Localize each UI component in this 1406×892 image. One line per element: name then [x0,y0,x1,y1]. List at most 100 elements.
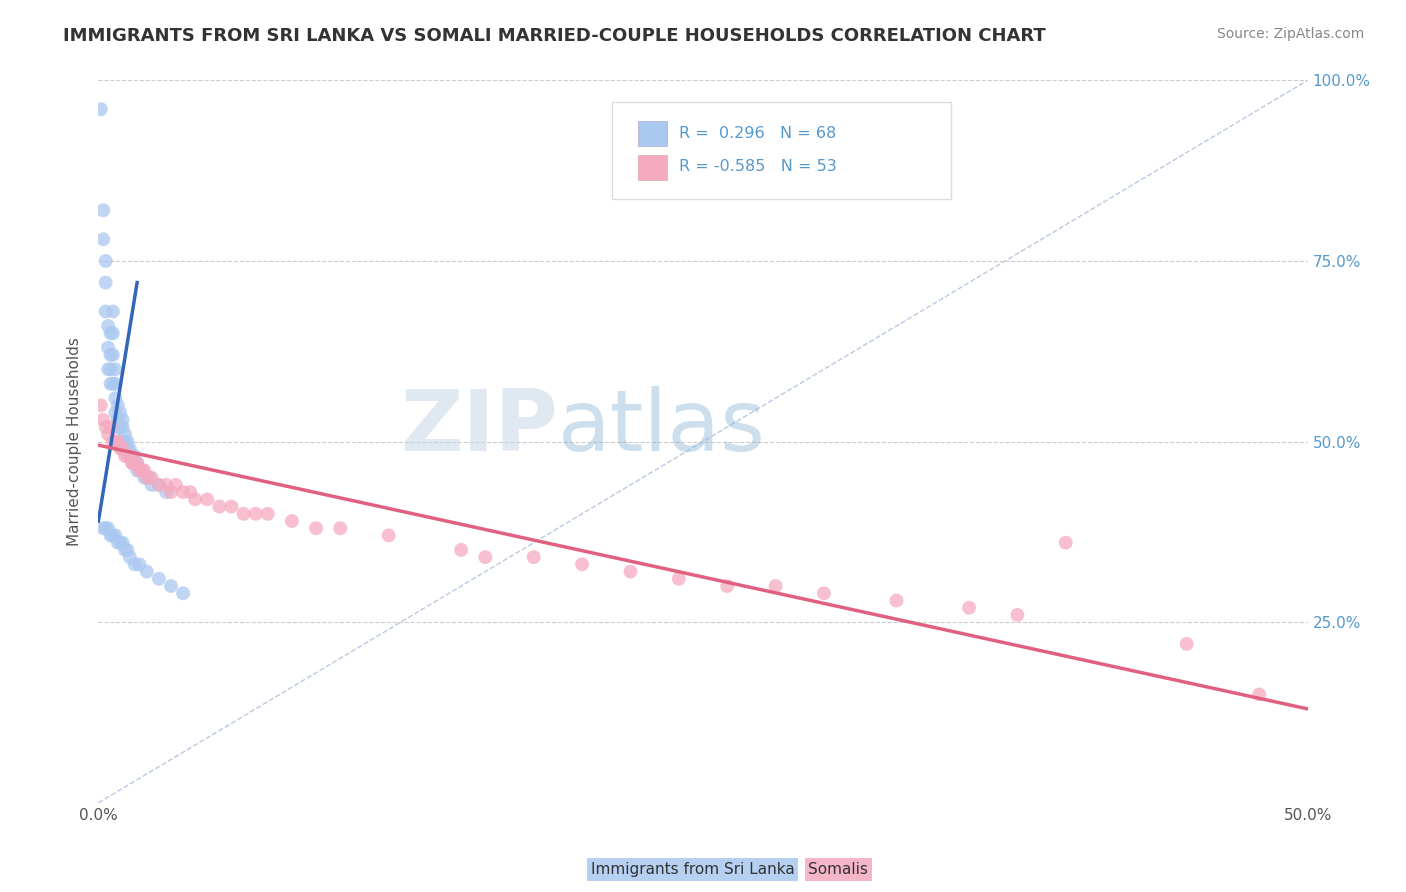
Point [245,507,267,521]
Point [127,456,149,470]
Point [329,521,352,535]
Text: Immigrants from Sri Lanka: Immigrants from Sri Lanka [591,863,794,877]
Point [97,341,120,355]
Point [100,528,122,542]
Point [104,391,127,405]
Text: R = -0.585   N = 53: R = -0.585 N = 53 [679,160,837,175]
Point [1249,687,1271,701]
Point [111,434,134,449]
Point [124,456,146,470]
Point [100,376,122,391]
Point [668,572,690,586]
Point [121,456,143,470]
Point [114,542,136,557]
Point [101,348,124,362]
Point [94,420,117,434]
Point [101,376,124,391]
Point [160,485,183,500]
Point [118,442,141,456]
Point [117,434,139,449]
Point [377,528,399,542]
Point [104,376,127,391]
Point [108,420,131,434]
Point [172,485,194,500]
Point [108,442,131,456]
Point [221,500,243,514]
Point [117,449,139,463]
Point [141,478,163,492]
Point [107,535,129,549]
Point [94,304,117,318]
Point [111,420,134,434]
Point [97,521,120,535]
Point [91,203,114,218]
Point [135,470,157,484]
Point [100,348,122,362]
Point [281,514,304,528]
Point [101,326,124,340]
Point [91,521,114,535]
Point [108,406,131,420]
Point [208,500,231,514]
Point [94,253,117,268]
Point [111,442,134,456]
Point [90,398,112,412]
Point [97,362,120,376]
Point [118,449,141,463]
Point [118,449,141,463]
Point [107,420,129,434]
Point [195,492,218,507]
Point [97,427,120,442]
Point [124,456,146,470]
Point [128,558,150,572]
Point [148,478,170,492]
Text: IMMIGRANTS FROM SRI LANKA VS SOMALI MARRIED-COUPLE HOUSEHOLDS CORRELATION CHART: IMMIGRANTS FROM SRI LANKA VS SOMALI MARR… [63,27,1046,45]
Y-axis label: Married-couple Households: Married-couple Households [67,337,83,546]
Point [1175,637,1198,651]
Point [117,542,139,557]
Point [148,572,170,586]
Point [104,406,127,420]
Point [134,463,156,477]
Point [184,492,207,507]
Point [127,463,149,477]
Point [128,463,150,477]
Point [160,579,183,593]
Point [107,434,129,449]
Point [474,550,496,565]
Point [450,542,472,557]
Point [172,586,194,600]
Point [117,442,139,456]
Point [124,558,146,572]
Text: Somalis: Somalis [808,863,869,877]
Point [114,434,136,449]
Point [108,535,131,549]
Point [100,420,122,434]
Point [148,478,170,492]
Text: atlas: atlas [558,385,766,468]
Point [305,521,328,535]
Point [91,232,114,246]
Point [135,565,157,579]
Point [101,434,124,449]
Point [121,449,143,463]
Point [131,463,153,477]
FancyBboxPatch shape [638,120,666,146]
Point [138,470,160,484]
Point [100,362,122,376]
FancyBboxPatch shape [613,102,950,200]
Point [101,528,124,542]
Point [256,507,278,521]
Point [97,318,120,333]
Point [957,600,980,615]
Text: R =  0.296   N = 68: R = 0.296 N = 68 [679,126,837,141]
Point [232,507,254,521]
Point [127,456,149,470]
Point [179,485,201,500]
Point [765,579,787,593]
Point [523,550,546,565]
Point [165,478,187,492]
Point [104,528,127,542]
Point [114,449,136,463]
Point [124,449,146,463]
